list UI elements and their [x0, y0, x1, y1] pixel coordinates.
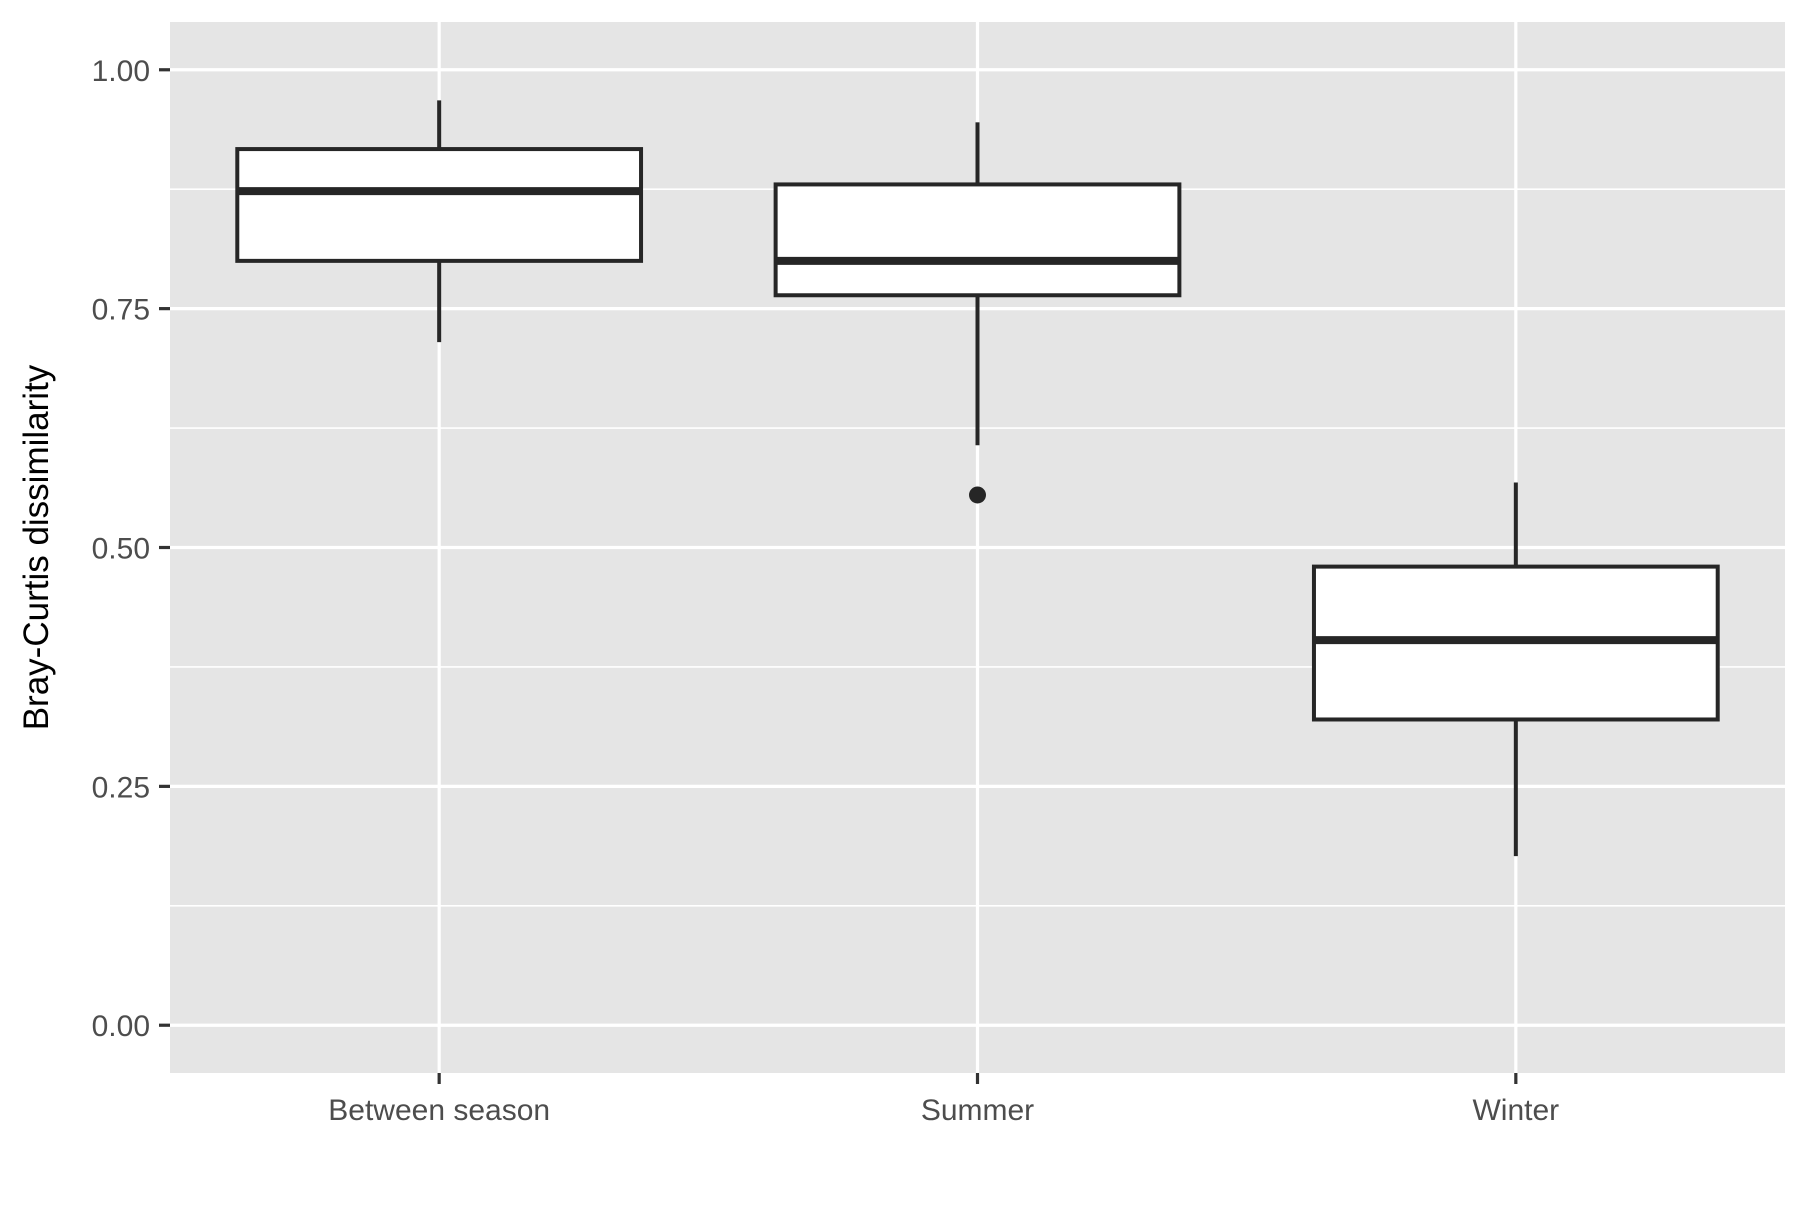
- box-winter: [1311, 482, 1720, 857]
- box-iqr: [235, 147, 644, 263]
- axes: 0.00 0.25 0.50 0.75 1.00 Between season Summer…: [92, 55, 1560, 1127]
- y-tick-label: 0.75: [92, 294, 150, 327]
- x-tick-label: Summer: [921, 1094, 1034, 1127]
- y-tick-label: 0.25: [92, 771, 150, 804]
- y-tick-label: 1.00: [92, 55, 150, 88]
- box-summer: [773, 122, 1182, 504]
- y-tick-label: 0.50: [92, 533, 150, 566]
- x-tick-label: Between season: [328, 1094, 550, 1127]
- x-tick-label: Winter: [1472, 1094, 1559, 1127]
- box-iqr: [773, 182, 1182, 298]
- y-tick-label: 0.00: [92, 1010, 150, 1043]
- box-between-season: [235, 100, 644, 343]
- outlier-point: [969, 486, 986, 504]
- boxes: [235, 100, 1720, 857]
- y-axis-title: Bray-Curtis dissimilarity: [17, 364, 56, 730]
